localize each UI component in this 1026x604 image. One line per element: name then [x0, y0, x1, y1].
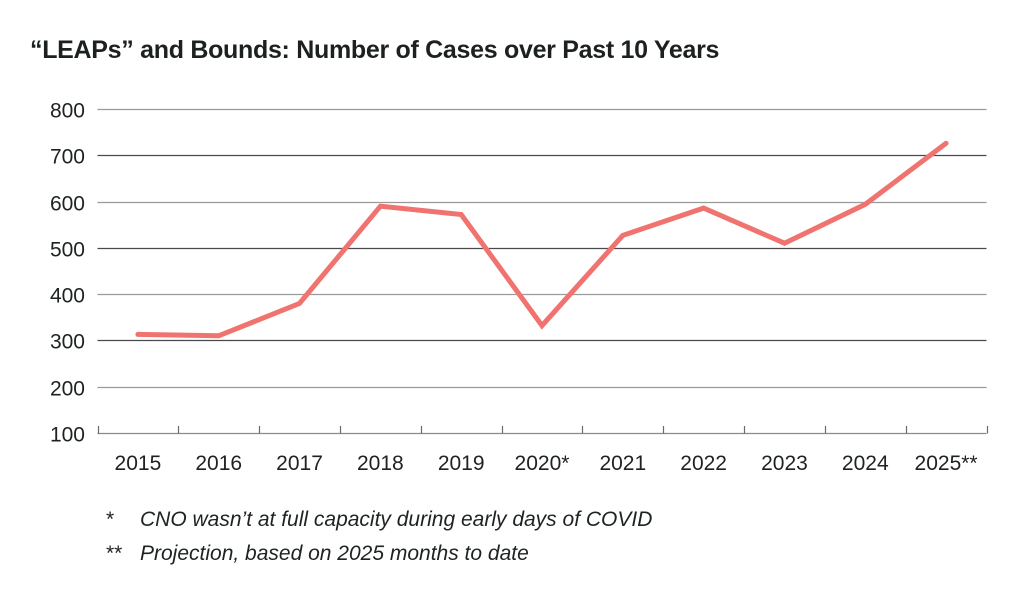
- footnote-2: ** Projection, based on 2025 months to da…: [106, 542, 529, 566]
- footnote-1-mark: *: [106, 508, 115, 531]
- chart-title: “LEAPs” and Bounds: Number of Cases over…: [30, 36, 720, 64]
- series-group: [135, 140, 949, 339]
- y-tick-label: 100: [50, 424, 85, 447]
- x-tick-label: 2025**: [915, 452, 978, 475]
- x-tick-label: 2018: [357, 452, 404, 475]
- x-tick-label: 2019: [438, 452, 485, 475]
- gridlines: [97, 108, 987, 389]
- x-tick-label: 2015: [115, 452, 162, 475]
- x-tick-label: 2021: [599, 452, 646, 475]
- y-tick-label: 800: [50, 100, 85, 123]
- x-tick-label: 2024: [842, 452, 889, 475]
- y-tick-label: 700: [50, 146, 85, 169]
- footnote-1: * CNO wasn’t at full capacity during earl…: [106, 508, 652, 532]
- x-tick-label: 2020*: [515, 452, 570, 475]
- series-line: [135, 140, 949, 339]
- y-tick-label: 300: [50, 331, 85, 354]
- x-tick-label: 2016: [195, 452, 242, 475]
- x-axis: [97, 426, 989, 435]
- footnote-1-text: CNO wasn’t at full capacity during early…: [140, 508, 653, 531]
- y-tick-label: 600: [50, 193, 85, 216]
- x-tick-label: 2023: [761, 452, 808, 475]
- y-tick-label: 400: [50, 285, 85, 308]
- y-tick-label: 200: [50, 378, 85, 401]
- x-tick-label: 2017: [276, 452, 323, 475]
- y-tick-label: 500: [50, 239, 85, 262]
- x-tick-label: 2022: [680, 452, 727, 475]
- footnote-2-text: Projection, based on 2025 months to date: [140, 542, 529, 565]
- x-axis-tick-labels: 2015 2016 2017 2018 2019 2020* 2021 2022 2023 202…: [115, 452, 978, 475]
- y-axis-tick-labels: 100 200 300 400 500 600 700 800: [50, 100, 85, 447]
- footnote-2-mark: **: [106, 542, 123, 565]
